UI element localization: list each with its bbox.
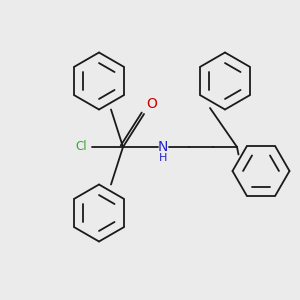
Text: N: N — [158, 140, 168, 154]
Text: O: O — [146, 97, 157, 110]
Text: H: H — [158, 153, 167, 164]
Text: Cl: Cl — [75, 140, 87, 154]
